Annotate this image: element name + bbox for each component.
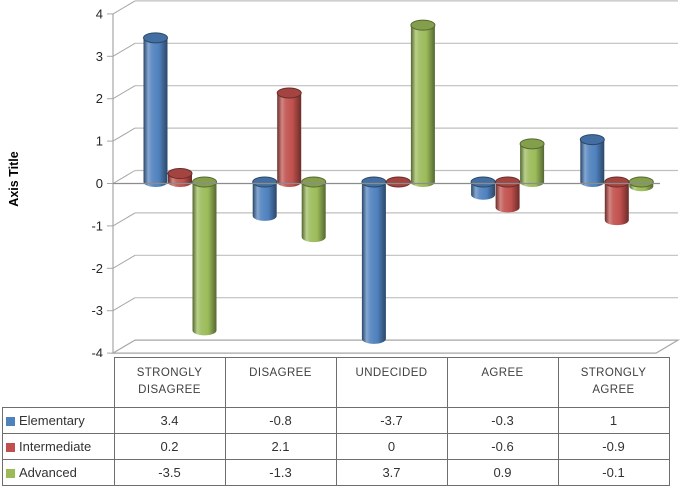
value-cell: -0.3 (446, 407, 559, 434)
cylinder-top (628, 176, 654, 188)
legend-swatch-intermediate (6, 443, 15, 452)
cylinder-top (579, 134, 605, 146)
table-corner-blank (3, 358, 115, 408)
y-tick-label: -1 (91, 218, 103, 233)
cylinder-top (519, 138, 545, 150)
cylinder-top (252, 176, 278, 188)
wall-connector (112, 42, 136, 57)
cylinder-intermediate-2 (385, 176, 411, 188)
value-cell: -0.6 (446, 433, 559, 460)
cylinder-top (604, 176, 630, 188)
table-row: Intermediate 0.2 2.1 0 -0.6 -0.9 (2, 433, 670, 460)
cylinder-top (385, 176, 411, 188)
y-tick-label: -2 (91, 261, 103, 276)
legend-swatch-elementary (6, 417, 15, 426)
y-tick-label: 2 (96, 91, 103, 106)
wall-connector (112, 254, 136, 269)
table-row: Elementary 3.4 -0.8 -3.7 -0.3 1 (2, 407, 670, 434)
value-cell: 3.7 (335, 459, 448, 486)
value-cell: 0 (335, 433, 448, 460)
wall-connector (112, 127, 136, 142)
cylinder-body (301, 182, 326, 243)
cylinder-elementary-1 (252, 176, 278, 221)
value-cell: -0.8 (224, 407, 337, 434)
cylinder-elementary-4 (579, 134, 605, 187)
value-cell: -0.1 (557, 459, 670, 486)
table-header-row: STRONGLY DISAGREE DISAGREE UNDECIDED AGREE S… (3, 357, 670, 408)
value-cell: 1 (557, 407, 670, 434)
cylinder-top (495, 176, 521, 188)
series-label-cell: Elementary (2, 407, 115, 434)
y-tick-label: 1 (96, 134, 103, 149)
value-cell: -1.3 (224, 459, 337, 486)
gridlines: 4 3 2 1 0 -1 -2 -3 -4 (91, 0, 678, 357)
cylinder-body (580, 139, 605, 187)
category-header: DISAGREE (224, 357, 337, 408)
plot-area: 4 3 2 1 0 -1 -2 -3 -4 (91, 0, 681, 357)
wall-connector (112, 297, 136, 312)
cylinder-intermediate-1 (276, 87, 302, 187)
cylinder-top (301, 176, 327, 188)
cylinder-body (277, 92, 302, 187)
value-cell: 0.9 (446, 459, 559, 486)
value-cell: 0.2 (113, 433, 226, 460)
value-cell: -3.5 (113, 459, 226, 486)
cylinder-body (410, 25, 435, 188)
cylinder-elementary-2 (361, 176, 387, 344)
floor (110, 339, 681, 354)
cylinder-advanced-4 (628, 176, 654, 192)
cylinder-body (604, 182, 629, 226)
cylinder-top (410, 19, 436, 31)
y-tick-label: -4 (91, 346, 103, 357)
category-header: STRONGLY DISAGREE (113, 357, 226, 408)
y-tick-label: 0 (96, 176, 103, 191)
wall-connector (112, 170, 136, 184)
value-cell: 2.1 (224, 433, 337, 460)
cylinder-advanced-0 (192, 176, 217, 336)
cylinder-top (143, 32, 168, 44)
cylinder-advanced-1 (301, 176, 327, 243)
cylinder-top (167, 168, 193, 180)
cylinder-advanced-3 (519, 138, 545, 187)
cylinder-body (252, 182, 277, 221)
category-header: AGREE (446, 357, 559, 408)
category-header: STRONGLY AGREE (557, 357, 670, 408)
cylinder-body (192, 182, 217, 336)
cylinder-body (495, 182, 520, 213)
cylinder-elementary-0 (143, 32, 168, 188)
wall-connector (112, 85, 136, 100)
value-cell: -3.7 (335, 407, 448, 434)
wall-connector (112, 212, 136, 227)
y-tick-label: 3 (96, 49, 103, 64)
category-header: UNDECIDED (335, 357, 448, 408)
table-row: Advanced -3.5 -1.3 3.7 0.9 -0.1 (2, 459, 670, 486)
cylinder-top (470, 176, 496, 188)
y-tick-label: -3 (91, 303, 103, 318)
cylinder-body (520, 143, 545, 187)
cylinder-intermediate-4 (604, 176, 630, 226)
y-tick-label: 4 (96, 6, 103, 21)
value-cell: -0.9 (557, 433, 670, 460)
cylinder-body (361, 182, 386, 344)
value-cell: 3.4 (113, 407, 226, 434)
cylinder-body (143, 37, 168, 188)
cylinder-top (276, 87, 302, 99)
data-table: STRONGLY DISAGREE DISAGREE UNDECIDED AGREE S… (2, 357, 670, 486)
cylinders (143, 19, 654, 344)
series-label-cell: Advanced (2, 459, 115, 486)
cylinder-intermediate-3 (495, 176, 521, 213)
cylinder-intermediate-0 (167, 168, 193, 187)
legend-swatch-advanced (6, 469, 15, 478)
series-label-cell: Intermediate (2, 433, 115, 460)
cylinder-top (361, 176, 387, 188)
cylinder-top (192, 176, 217, 188)
wall-connector (112, 0, 136, 15)
cylinder-advanced-2 (410, 19, 436, 188)
cylinder-elementary-3 (470, 176, 496, 200)
